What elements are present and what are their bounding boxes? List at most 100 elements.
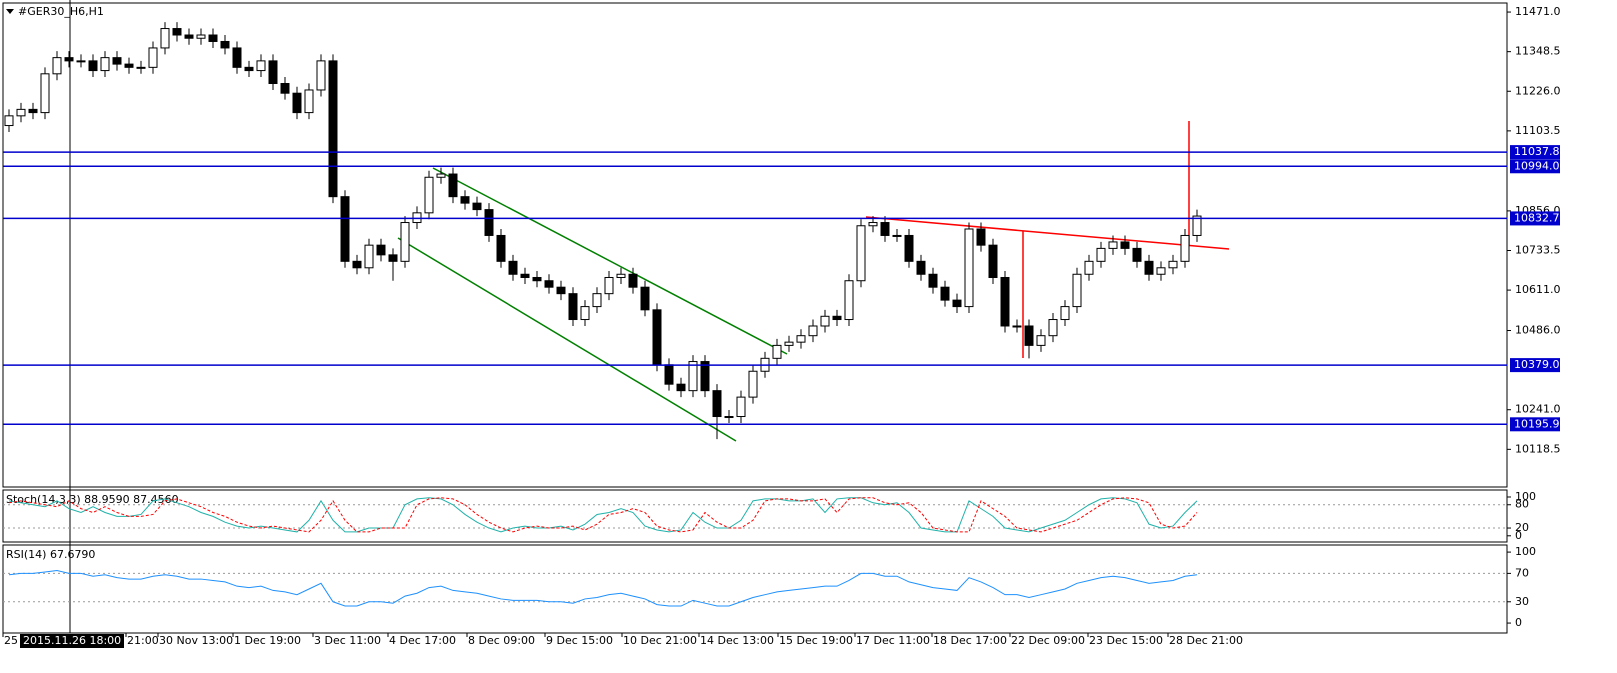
level-label: 10195.9: [1514, 417, 1560, 430]
y-tick-label: 10611.0: [1515, 283, 1561, 296]
candle-body: [1096, 247, 1106, 262]
candle-body: [916, 260, 926, 275]
candle-body: [4, 115, 14, 127]
candle-body: [544, 280, 554, 288]
y-tick-label: 10733.5: [1515, 243, 1561, 256]
y-tick-label: 80: [1515, 498, 1529, 511]
candle-body: [124, 63, 134, 68]
candle-body: [220, 40, 230, 49]
candle-body: [532, 276, 542, 282]
candle-body: [676, 383, 686, 392]
candle-body: [40, 73, 50, 114]
candle-body: [100, 57, 110, 72]
candle-body: [268, 60, 278, 85]
candle-body: [184, 34, 194, 39]
channel-line: [432, 167, 788, 355]
level-tag: [1510, 145, 1560, 160]
candle-body: [352, 260, 362, 269]
y-tick-label: 10241.0: [1515, 403, 1561, 416]
x-tick-label: 28 Dec 21:00: [1169, 634, 1243, 647]
symbol-title: #GER30_H6,H1: [18, 5, 104, 18]
candle-body: [1192, 215, 1202, 236]
candle-body: [364, 244, 374, 269]
candle-body: [724, 416, 734, 419]
x-tick-label: 3 Dec 11:00: [314, 634, 381, 647]
candle-body: [700, 361, 710, 392]
x-tick-label: 4 Dec 17:00: [389, 634, 456, 647]
level-tag: [1510, 211, 1560, 226]
y-tick-label: 10118.5: [1515, 442, 1561, 455]
candle-body: [604, 276, 614, 295]
candle-body: [1048, 319, 1058, 337]
candle-body: [616, 273, 626, 278]
candle-body: [652, 309, 662, 366]
candle-body: [472, 202, 482, 211]
candle-body: [556, 286, 566, 295]
crosshair-label: 2015.11.26 18:00: [23, 634, 121, 647]
x-tick-label: 1 Dec 19:00: [234, 634, 301, 647]
menu-triangle: [6, 9, 14, 14]
y-tick-label: 100: [1515, 490, 1536, 503]
candle-body: [316, 60, 326, 91]
candle-body: [1120, 241, 1130, 249]
x-tick-label: 10 Dec 21:00: [623, 634, 697, 647]
y-tick-label: 10486.0: [1515, 324, 1561, 337]
y-tick-label: 0: [1515, 529, 1522, 542]
x-tick-label: 15 Dec 19:00: [779, 634, 853, 647]
level-label: 10379.0: [1514, 358, 1560, 371]
candle-body: [844, 280, 854, 321]
candle-body: [712, 390, 722, 418]
candle-body: [148, 47, 158, 68]
candle-body: [784, 341, 794, 346]
candle-body: [1084, 260, 1094, 275]
candle-body: [328, 60, 338, 198]
candle-body: [856, 225, 866, 282]
candle-body: [928, 273, 938, 288]
neckline: [865, 216, 1230, 250]
candle-body: [736, 396, 746, 418]
candle-body: [568, 293, 578, 321]
x-tick-label: 22 Dec 09:00: [1011, 634, 1085, 647]
candle-body: [1036, 335, 1046, 346]
y-tick-label: 11471.0: [1515, 5, 1561, 18]
candle-body: [424, 176, 434, 214]
candle-body: [580, 306, 590, 321]
candle-body: [952, 299, 962, 308]
level-tag: [1510, 358, 1560, 373]
candle-body: [1180, 234, 1190, 262]
stoch-title: Stoch(14,3,3) 88.9590 87.4560: [6, 493, 179, 506]
channel-line: [397, 237, 737, 442]
drawings: [397, 121, 1230, 442]
candle-body: [376, 244, 386, 256]
candle-body: [1108, 241, 1118, 249]
candle-body: [628, 273, 638, 288]
indicator-line: [8, 497, 1198, 533]
candle-body: [640, 286, 650, 311]
crosshair-tag: [20, 634, 124, 648]
candle-body: [1144, 260, 1154, 275]
candle-body: [796, 335, 806, 343]
candle-body: [88, 60, 98, 72]
candle-body: [1012, 325, 1022, 328]
candle-body: [64, 57, 74, 62]
candle-body: [16, 108, 26, 117]
candle-body: [208, 34, 218, 42]
candle-body: [820, 315, 830, 327]
indicator-line: [8, 497, 1198, 533]
candle-body: [256, 60, 266, 72]
y-tick-label: 100: [1515, 545, 1536, 558]
candle-body: [304, 89, 314, 114]
rsi-panel: [2, 544, 1508, 634]
candle-body: [892, 234, 902, 237]
candle-body: [688, 361, 698, 392]
candle-body: [772, 344, 782, 359]
candle-body: [508, 260, 518, 275]
candle-body: [436, 173, 446, 178]
candle-body: [388, 254, 398, 262]
level-label: 10994.0: [1514, 159, 1560, 172]
candle-body: [880, 222, 890, 236]
candle-body: [76, 60, 86, 63]
candle-body: [280, 83, 290, 94]
level-label: 11037.8: [1514, 145, 1560, 158]
